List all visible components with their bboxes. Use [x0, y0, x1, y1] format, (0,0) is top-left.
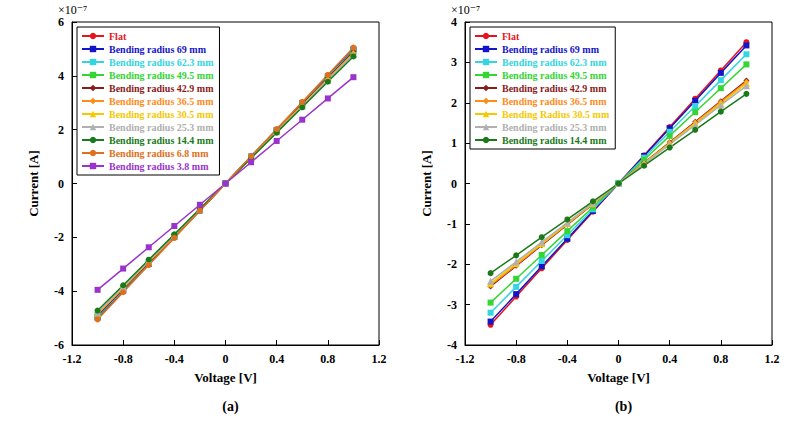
svg-text:-0.8: -0.8 [114, 352, 133, 366]
svg-text:-1: -1 [447, 217, 457, 231]
svg-text:3: 3 [451, 55, 457, 69]
svg-text:-0.4: -0.4 [558, 352, 577, 366]
svg-text:0.8: 0.8 [320, 352, 335, 366]
svg-text:×10⁻⁷: ×10⁻⁷ [451, 3, 481, 17]
svg-text:Bending radius 36.5 mm: Bending radius 36.5 mm [109, 96, 214, 107]
svg-text:0: 0 [58, 177, 64, 191]
svg-text:0.4: 0.4 [269, 352, 284, 366]
svg-text:2: 2 [58, 123, 64, 137]
svg-text:-4: -4 [54, 284, 64, 298]
svg-text:Voltage [V]: Voltage [V] [194, 370, 257, 385]
svg-text:Bending radius 62.3 mm: Bending radius 62.3 mm [109, 57, 214, 68]
svg-text:Flat: Flat [109, 31, 127, 42]
svg-text:(b): (b) [615, 399, 632, 415]
svg-text:-2: -2 [447, 257, 457, 271]
svg-text:-0.4: -0.4 [165, 352, 184, 366]
svg-text:Bending radius 69 mm: Bending radius 69 mm [109, 44, 207, 55]
svg-text:Bending radius 49.5 mm: Bending radius 49.5 mm [109, 70, 214, 81]
svg-text:-3: -3 [447, 298, 457, 312]
svg-text:4: 4 [58, 69, 64, 83]
svg-text:-1.2: -1.2 [456, 352, 475, 366]
svg-text:2: 2 [451, 96, 457, 110]
svg-text:×10⁻⁷: ×10⁻⁷ [58, 3, 88, 17]
svg-text:-1.2: -1.2 [63, 352, 82, 366]
svg-text:Bending radius 3.8 mm: Bending radius 3.8 mm [109, 161, 209, 172]
svg-text:1: 1 [451, 136, 457, 150]
svg-text:-4: -4 [447, 338, 457, 352]
svg-text:-6: -6 [54, 338, 64, 352]
svg-text:Bending radius 49.5 mm: Bending radius 49.5 mm [502, 70, 607, 81]
svg-text:Bending radius 14.4 mm: Bending radius 14.4 mm [502, 135, 607, 146]
svg-text:6: 6 [58, 15, 64, 29]
svg-text:Bending radius 6.8 mm: Bending radius 6.8 mm [109, 148, 209, 159]
svg-text:-2: -2 [54, 230, 64, 244]
svg-text:(a): (a) [222, 399, 239, 415]
svg-text:Voltage [V]: Voltage [V] [587, 370, 650, 385]
svg-text:Bending radius 69 mm: Bending radius 69 mm [502, 44, 600, 55]
svg-text:Bending radius 30.5 mm: Bending radius 30.5 mm [109, 109, 214, 120]
svg-text:0: 0 [223, 352, 229, 366]
svg-text:Current [A]: Current [A] [419, 150, 434, 217]
svg-text:Bending radius 25.3 mm: Bending radius 25.3 mm [109, 122, 214, 133]
svg-text:Bending radius 14.4 mm: Bending radius 14.4 mm [109, 135, 214, 146]
svg-text:1.2: 1.2 [765, 352, 780, 366]
svg-text:Flat: Flat [502, 31, 520, 42]
svg-text:0: 0 [451, 177, 457, 191]
svg-text:0.8: 0.8 [713, 352, 728, 366]
svg-text:-0.8: -0.8 [507, 352, 526, 366]
svg-text:Bending Radius 30.5 mm: Bending Radius 30.5 mm [502, 109, 610, 120]
svg-text:Bending radius 42.9 mm: Bending radius 42.9 mm [109, 83, 214, 94]
svg-text:0: 0 [616, 352, 622, 366]
svg-text:Bending radius 62.3 mm: Bending radius 62.3 mm [502, 57, 607, 68]
svg-text:Bending radius 42.9 mm: Bending radius 42.9 mm [502, 83, 607, 94]
svg-text:4: 4 [451, 15, 457, 29]
svg-text:0.4: 0.4 [662, 352, 677, 366]
svg-text:Current [A]: Current [A] [26, 150, 41, 217]
svg-text:1.2: 1.2 [372, 352, 387, 366]
svg-text:Bending radius 25.3 mm: Bending radius 25.3 mm [502, 122, 607, 133]
svg-text:Bending radius 36.5 mm: Bending radius 36.5 mm [502, 96, 607, 107]
